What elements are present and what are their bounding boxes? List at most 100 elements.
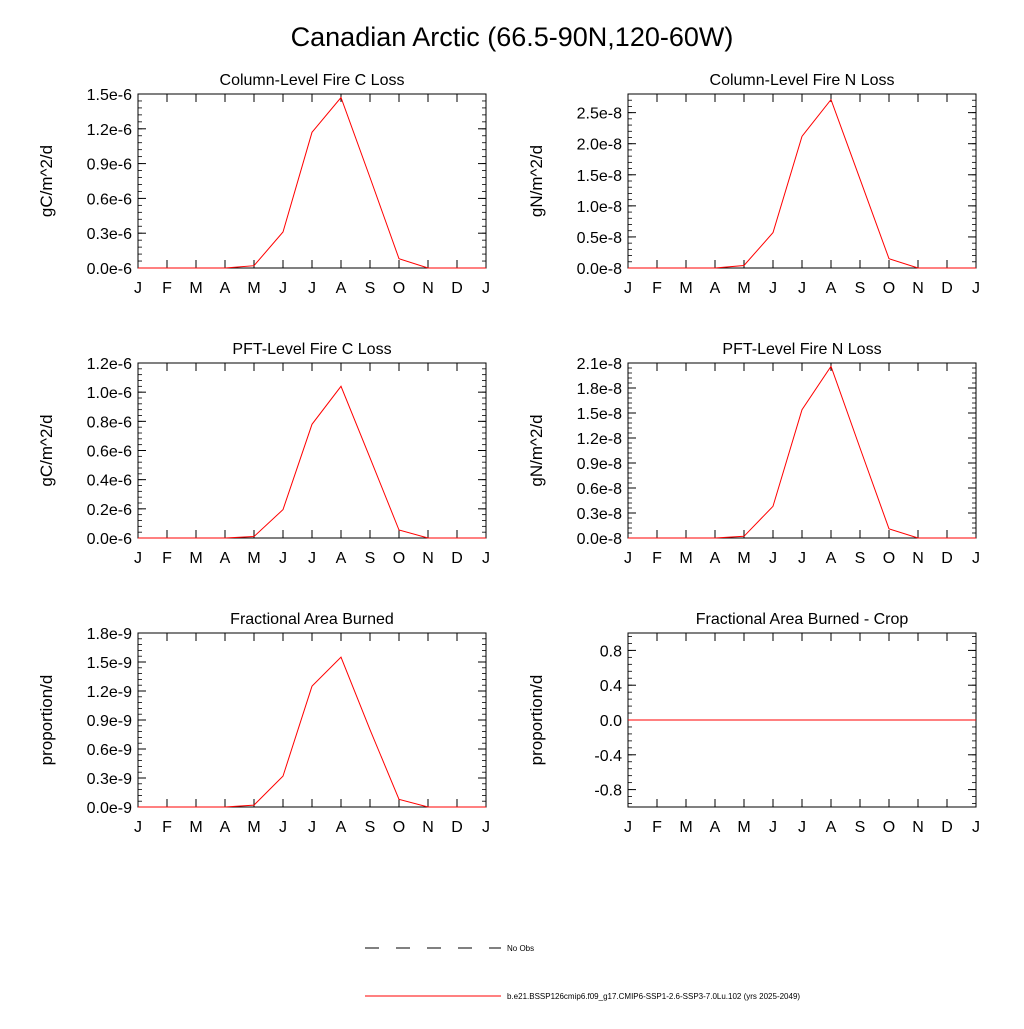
y-tick-label: 1.5e-8 — [577, 168, 622, 185]
x-tick-label: A — [710, 550, 721, 567]
y-tick-label: 0.0e-8 — [577, 531, 622, 548]
x-tick-label: J — [134, 280, 142, 297]
y-tick-label: 0.3e-8 — [577, 506, 622, 523]
x-tick-label: O — [883, 280, 895, 297]
y-tick-label: -0.4 — [594, 748, 622, 765]
x-tick-label: F — [162, 280, 172, 297]
x-tick-label: J — [482, 550, 490, 567]
x-tick-label: J — [972, 280, 980, 297]
x-tick-label: M — [189, 280, 202, 297]
x-tick-label: J — [798, 550, 806, 567]
panel-title: PFT-Level Fire C Loss — [232, 341, 391, 358]
y-tick-label: 1.2e-8 — [577, 431, 622, 448]
x-tick-label: S — [365, 550, 376, 567]
y-tick-label: 0.0e-6 — [87, 531, 132, 548]
x-tick-label: J — [624, 819, 632, 836]
y-axis-label: gC/m^2/d — [37, 414, 56, 486]
x-tick-label: J — [279, 550, 287, 567]
x-tick-label: M — [247, 819, 260, 836]
x-tick-label: F — [652, 819, 662, 836]
legend-label: No Obs — [507, 944, 534, 953]
y-tick-label: 2.0e-8 — [577, 137, 622, 154]
y-tick-label: 0.0 — [600, 713, 622, 730]
panel-title: Column-Level Fire N Loss — [710, 72, 895, 89]
x-tick-label: F — [162, 819, 172, 836]
y-tick-label: 0.8e-6 — [87, 414, 132, 431]
y-tick-label: 0.0e-8 — [577, 261, 622, 278]
plot-frame — [627, 93, 977, 269]
legend-label: b.e21.BSSP126cmip6.f09_g17.CMIP6-SSP1-2.… — [507, 992, 800, 1001]
x-tick-label: S — [365, 819, 376, 836]
chart-panel-4: Fractional Area Burned proportion/d 0.0e-9… — [37, 611, 490, 836]
y-tick-label: 0.5e-8 — [577, 230, 622, 247]
x-tick-label: M — [247, 550, 260, 567]
x-tick-label: A — [220, 819, 231, 836]
chart-panel-3: PFT-Level Fire N Loss gN/m^2/d 0.0e-8 0.3e-… — [527, 341, 980, 567]
y-tick-label: 0.9e-9 — [87, 713, 132, 730]
panel-title: PFT-Level Fire N Loss — [722, 341, 881, 358]
y-tick-label: 0.4e-6 — [87, 473, 132, 490]
x-tick-label: J — [134, 550, 142, 567]
x-tick-label: S — [855, 819, 866, 836]
x-tick-label: N — [912, 280, 924, 297]
y-axis-label: gN/m^2/d — [527, 145, 546, 217]
y-tick-label: 1.2e-9 — [87, 684, 132, 701]
x-tick-label: J — [308, 819, 316, 836]
x-tick-label: N — [422, 819, 434, 836]
y-tick-label: 0.0e-6 — [87, 261, 132, 278]
x-tick-label: J — [482, 280, 490, 297]
y-tick-label: 0.3e-6 — [87, 226, 132, 243]
x-tick-label: D — [451, 280, 463, 297]
series-line-0 — [138, 656, 486, 808]
x-tick-label: A — [710, 819, 721, 836]
x-tick-label: F — [652, 550, 662, 567]
y-tick-label: 1.0e-6 — [87, 385, 132, 402]
x-tick-label: J — [134, 819, 142, 836]
x-tick-label: O — [883, 819, 895, 836]
x-tick-label: M — [679, 550, 692, 567]
x-tick-label: M — [247, 280, 260, 297]
series-line-0 — [138, 385, 486, 539]
x-tick-label: A — [826, 280, 837, 297]
y-tick-label: 2.1e-8 — [577, 356, 622, 373]
plot-frame — [137, 93, 487, 269]
y-tick-label: 0.6e-9 — [87, 742, 132, 759]
x-tick-label: N — [912, 550, 924, 567]
y-tick-label: 1.2e-6 — [87, 122, 132, 139]
y-tick-label: 1.5e-9 — [87, 655, 132, 672]
x-tick-label: N — [422, 550, 434, 567]
x-tick-label: A — [220, 280, 231, 297]
x-tick-label: D — [451, 550, 463, 567]
x-tick-label: J — [798, 819, 806, 836]
x-tick-label: J — [972, 819, 980, 836]
x-tick-label: O — [393, 550, 405, 567]
y-tick-label: 2.5e-8 — [577, 106, 622, 123]
x-tick-label: J — [769, 819, 777, 836]
series-line-0 — [628, 365, 976, 539]
x-tick-label: S — [855, 280, 866, 297]
x-tick-label: O — [393, 819, 405, 836]
x-tick-label: J — [482, 819, 490, 836]
chart-panel-0: Column-Level Fire C Loss gC/m^2/d 0.0e-6 0.… — [37, 72, 490, 297]
x-tick-label: M — [679, 819, 692, 836]
plot-frame — [137, 362, 487, 539]
x-tick-label: J — [624, 550, 632, 567]
legend: No Obs b.e21.BSSP126cmip6.f09_g17.CMIP6-S… — [365, 944, 800, 1001]
x-tick-label: D — [451, 819, 463, 836]
x-tick-label: M — [737, 819, 750, 836]
y-axis-label: proportion/d — [527, 675, 546, 766]
x-tick-label: M — [737, 550, 750, 567]
y-tick-label: 0.4 — [600, 678, 622, 695]
x-tick-label: J — [769, 280, 777, 297]
plot-frame — [627, 362, 977, 539]
x-tick-label: A — [336, 550, 347, 567]
x-tick-label: S — [855, 550, 866, 567]
x-tick-label: A — [336, 280, 347, 297]
x-tick-label: N — [422, 280, 434, 297]
y-axis-label: gN/m^2/d — [527, 414, 546, 486]
x-tick-label: D — [941, 280, 953, 297]
x-tick-label: J — [624, 280, 632, 297]
x-tick-label: A — [336, 819, 347, 836]
x-tick-label: M — [189, 550, 202, 567]
x-tick-label: N — [912, 819, 924, 836]
